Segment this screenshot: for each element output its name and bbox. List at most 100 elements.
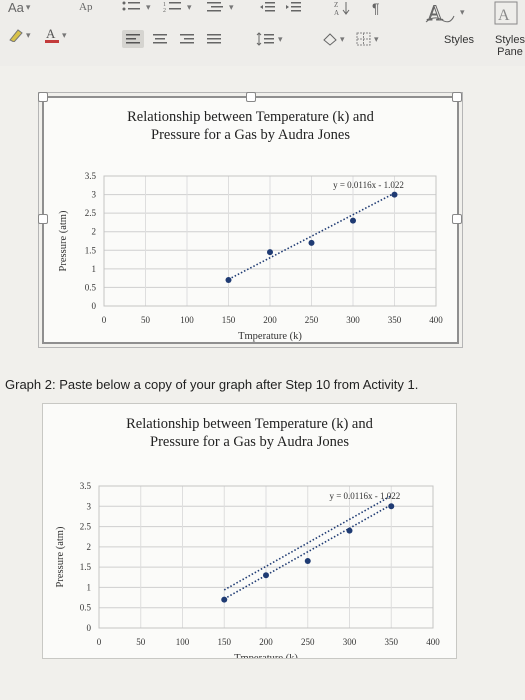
y-tick-label: 1.5 bbox=[85, 245, 97, 255]
data-point bbox=[350, 217, 356, 224]
chevron-down-icon: ▾ bbox=[187, 1, 192, 12]
x-tick-label: 200 bbox=[263, 315, 277, 325]
chart-object[interactable]: Relationship between Temperature (k) and… bbox=[42, 403, 457, 659]
text-style-icon: A bbox=[425, 0, 455, 26]
plot-area bbox=[98, 485, 434, 629]
increase-indent-button[interactable] bbox=[286, 0, 302, 14]
svg-text:A: A bbox=[427, 0, 443, 25]
decrease-indent-button[interactable] bbox=[260, 0, 276, 14]
svg-text:2: 2 bbox=[163, 8, 166, 14]
chevron-down-icon: ▾ bbox=[62, 29, 67, 40]
trendline-equation: y = 0.0116x - 1.022 bbox=[329, 491, 400, 501]
data-point bbox=[308, 239, 315, 246]
align-right-icon bbox=[180, 34, 194, 44]
x-tick-label: 400 bbox=[426, 637, 440, 647]
align-center-icon bbox=[153, 34, 167, 44]
x-tick-label: 350 bbox=[388, 315, 402, 325]
trendline bbox=[223, 504, 392, 600]
line-spacing-button[interactable]: ▾ bbox=[256, 32, 283, 46]
data-point bbox=[221, 596, 228, 603]
chevron-down-icon: ▾ bbox=[26, 29, 31, 40]
clear-formatting-icon: Aр bbox=[79, 1, 93, 12]
line-spacing-icon bbox=[256, 32, 274, 46]
scatter-plot: 0 0.5 1 1.5 2 2.5 3 3.5 0 50 100 150 200 250 300 350 400… bbox=[55, 481, 440, 658]
numbering-icon: 12 bbox=[163, 2, 181, 14]
chart-title: Relationship between Temperature (k) and… bbox=[44, 108, 457, 144]
y-tick-label: 1 bbox=[92, 264, 97, 274]
font-size-dropdown[interactable]: Aa ▾ bbox=[8, 0, 30, 15]
document-page: Relationship between Temperature (k) and… bbox=[0, 66, 525, 700]
data-point bbox=[391, 191, 398, 198]
data-point bbox=[388, 503, 395, 510]
x-tick-label: 300 bbox=[346, 315, 360, 325]
decrease-indent-icon bbox=[260, 2, 275, 12]
numbering-button[interactable]: 1 2 ▾ bbox=[163, 0, 192, 15]
data-point bbox=[267, 249, 273, 256]
svg-text:Z: Z bbox=[334, 1, 338, 9]
x-tick-label: 350 bbox=[385, 637, 399, 647]
svg-text:A: A bbox=[334, 9, 339, 16]
y-axis-label: Pressure (atm) bbox=[58, 210, 69, 271]
justify-button[interactable] bbox=[207, 33, 221, 45]
resize-handle[interactable] bbox=[38, 214, 48, 224]
x-tick-label: 50 bbox=[141, 315, 151, 325]
borders-button[interactable]: ▾ bbox=[356, 32, 379, 46]
scatter-plot: 0 0.5 1 1.5 2 2.5 3 3.5 0 50 100 150 200 250 300 350 400… bbox=[58, 171, 443, 342]
chart-title-line1: Relationship between Temperature (k) and bbox=[126, 416, 373, 432]
multilevel-list-button[interactable]: ▾ bbox=[205, 0, 234, 14]
increase-indent-icon bbox=[286, 2, 301, 12]
resize-handle[interactable] bbox=[452, 214, 462, 224]
y-tick-label: 1 bbox=[87, 582, 92, 592]
x-tick-label: 50 bbox=[136, 637, 146, 647]
chart-object[interactable]: Relationship between Temperature (k) and… bbox=[38, 92, 463, 348]
styles-gallery-button[interactable]: A ▾ bbox=[424, 0, 465, 26]
chart-title: Relationship between Temperature (k) and… bbox=[43, 415, 456, 451]
font-size-label: Aa bbox=[8, 0, 24, 15]
align-right-button[interactable] bbox=[180, 33, 194, 45]
show-formatting-button[interactable]: ¶ bbox=[372, 0, 380, 16]
chevron-down-icon: ▾ bbox=[229, 1, 234, 12]
x-tick-label: 250 bbox=[301, 637, 315, 647]
data-point bbox=[225, 277, 232, 283]
y-tick-label: 3 bbox=[87, 501, 92, 511]
chevron-down-icon: ▾ bbox=[278, 33, 283, 44]
highlight-button[interactable]: ▾ bbox=[8, 28, 31, 42]
chart-title-line1: Relationship between Temperature (k) and bbox=[127, 109, 374, 125]
shading-button[interactable]: ▾ bbox=[322, 32, 345, 46]
multilevel-list-icon bbox=[207, 2, 223, 12]
resize-handle[interactable] bbox=[246, 92, 256, 102]
chevron-down-icon: ▾ bbox=[25, 2, 31, 12]
align-center-button[interactable] bbox=[153, 33, 167, 45]
x-tick-label: 100 bbox=[180, 315, 194, 325]
y-tick-label: 3 bbox=[92, 190, 97, 200]
chevron-down-icon: ▾ bbox=[460, 6, 465, 17]
clear-formatting-button[interactable]: Aр bbox=[78, 0, 96, 12]
styles-pane-button[interactable]: A bbox=[493, 0, 521, 26]
svg-text:A: A bbox=[498, 7, 510, 24]
chevron-down-icon: ▾ bbox=[340, 33, 345, 44]
x-tick-label: 0 bbox=[102, 315, 107, 325]
y-tick-label: 0 bbox=[92, 301, 97, 311]
styles-label: Styles bbox=[444, 34, 474, 46]
y-tick-label: 3.5 bbox=[80, 481, 92, 491]
data-point bbox=[304, 558, 311, 565]
bullets-button[interactable]: ▾ bbox=[122, 0, 151, 14]
y-tick-label: 2.5 bbox=[85, 208, 97, 218]
y-tick-label: 0.5 bbox=[85, 282, 97, 292]
align-left-button[interactable] bbox=[122, 30, 144, 48]
styles-pane-label: Styles Pane bbox=[495, 34, 525, 58]
justify-icon bbox=[207, 34, 221, 44]
y-tick-label: 2 bbox=[92, 227, 97, 237]
resize-handle[interactable] bbox=[38, 92, 48, 102]
data-point bbox=[346, 527, 353, 534]
resize-handle[interactable] bbox=[452, 92, 462, 102]
y-axis-label: Pressure (atm) bbox=[55, 526, 66, 587]
y-tick-label: 1.5 bbox=[80, 562, 92, 572]
y-tick-label: 3.5 bbox=[85, 171, 97, 181]
font-color-button[interactable]: A ▾ bbox=[44, 26, 67, 44]
x-tick-label: 200 bbox=[259, 637, 273, 647]
x-tick-label: 300 bbox=[343, 637, 357, 647]
chart-title-line2: Pressure for a Gas by Audra Jones bbox=[151, 127, 350, 143]
pilcrow-icon: ¶ bbox=[372, 0, 380, 16]
